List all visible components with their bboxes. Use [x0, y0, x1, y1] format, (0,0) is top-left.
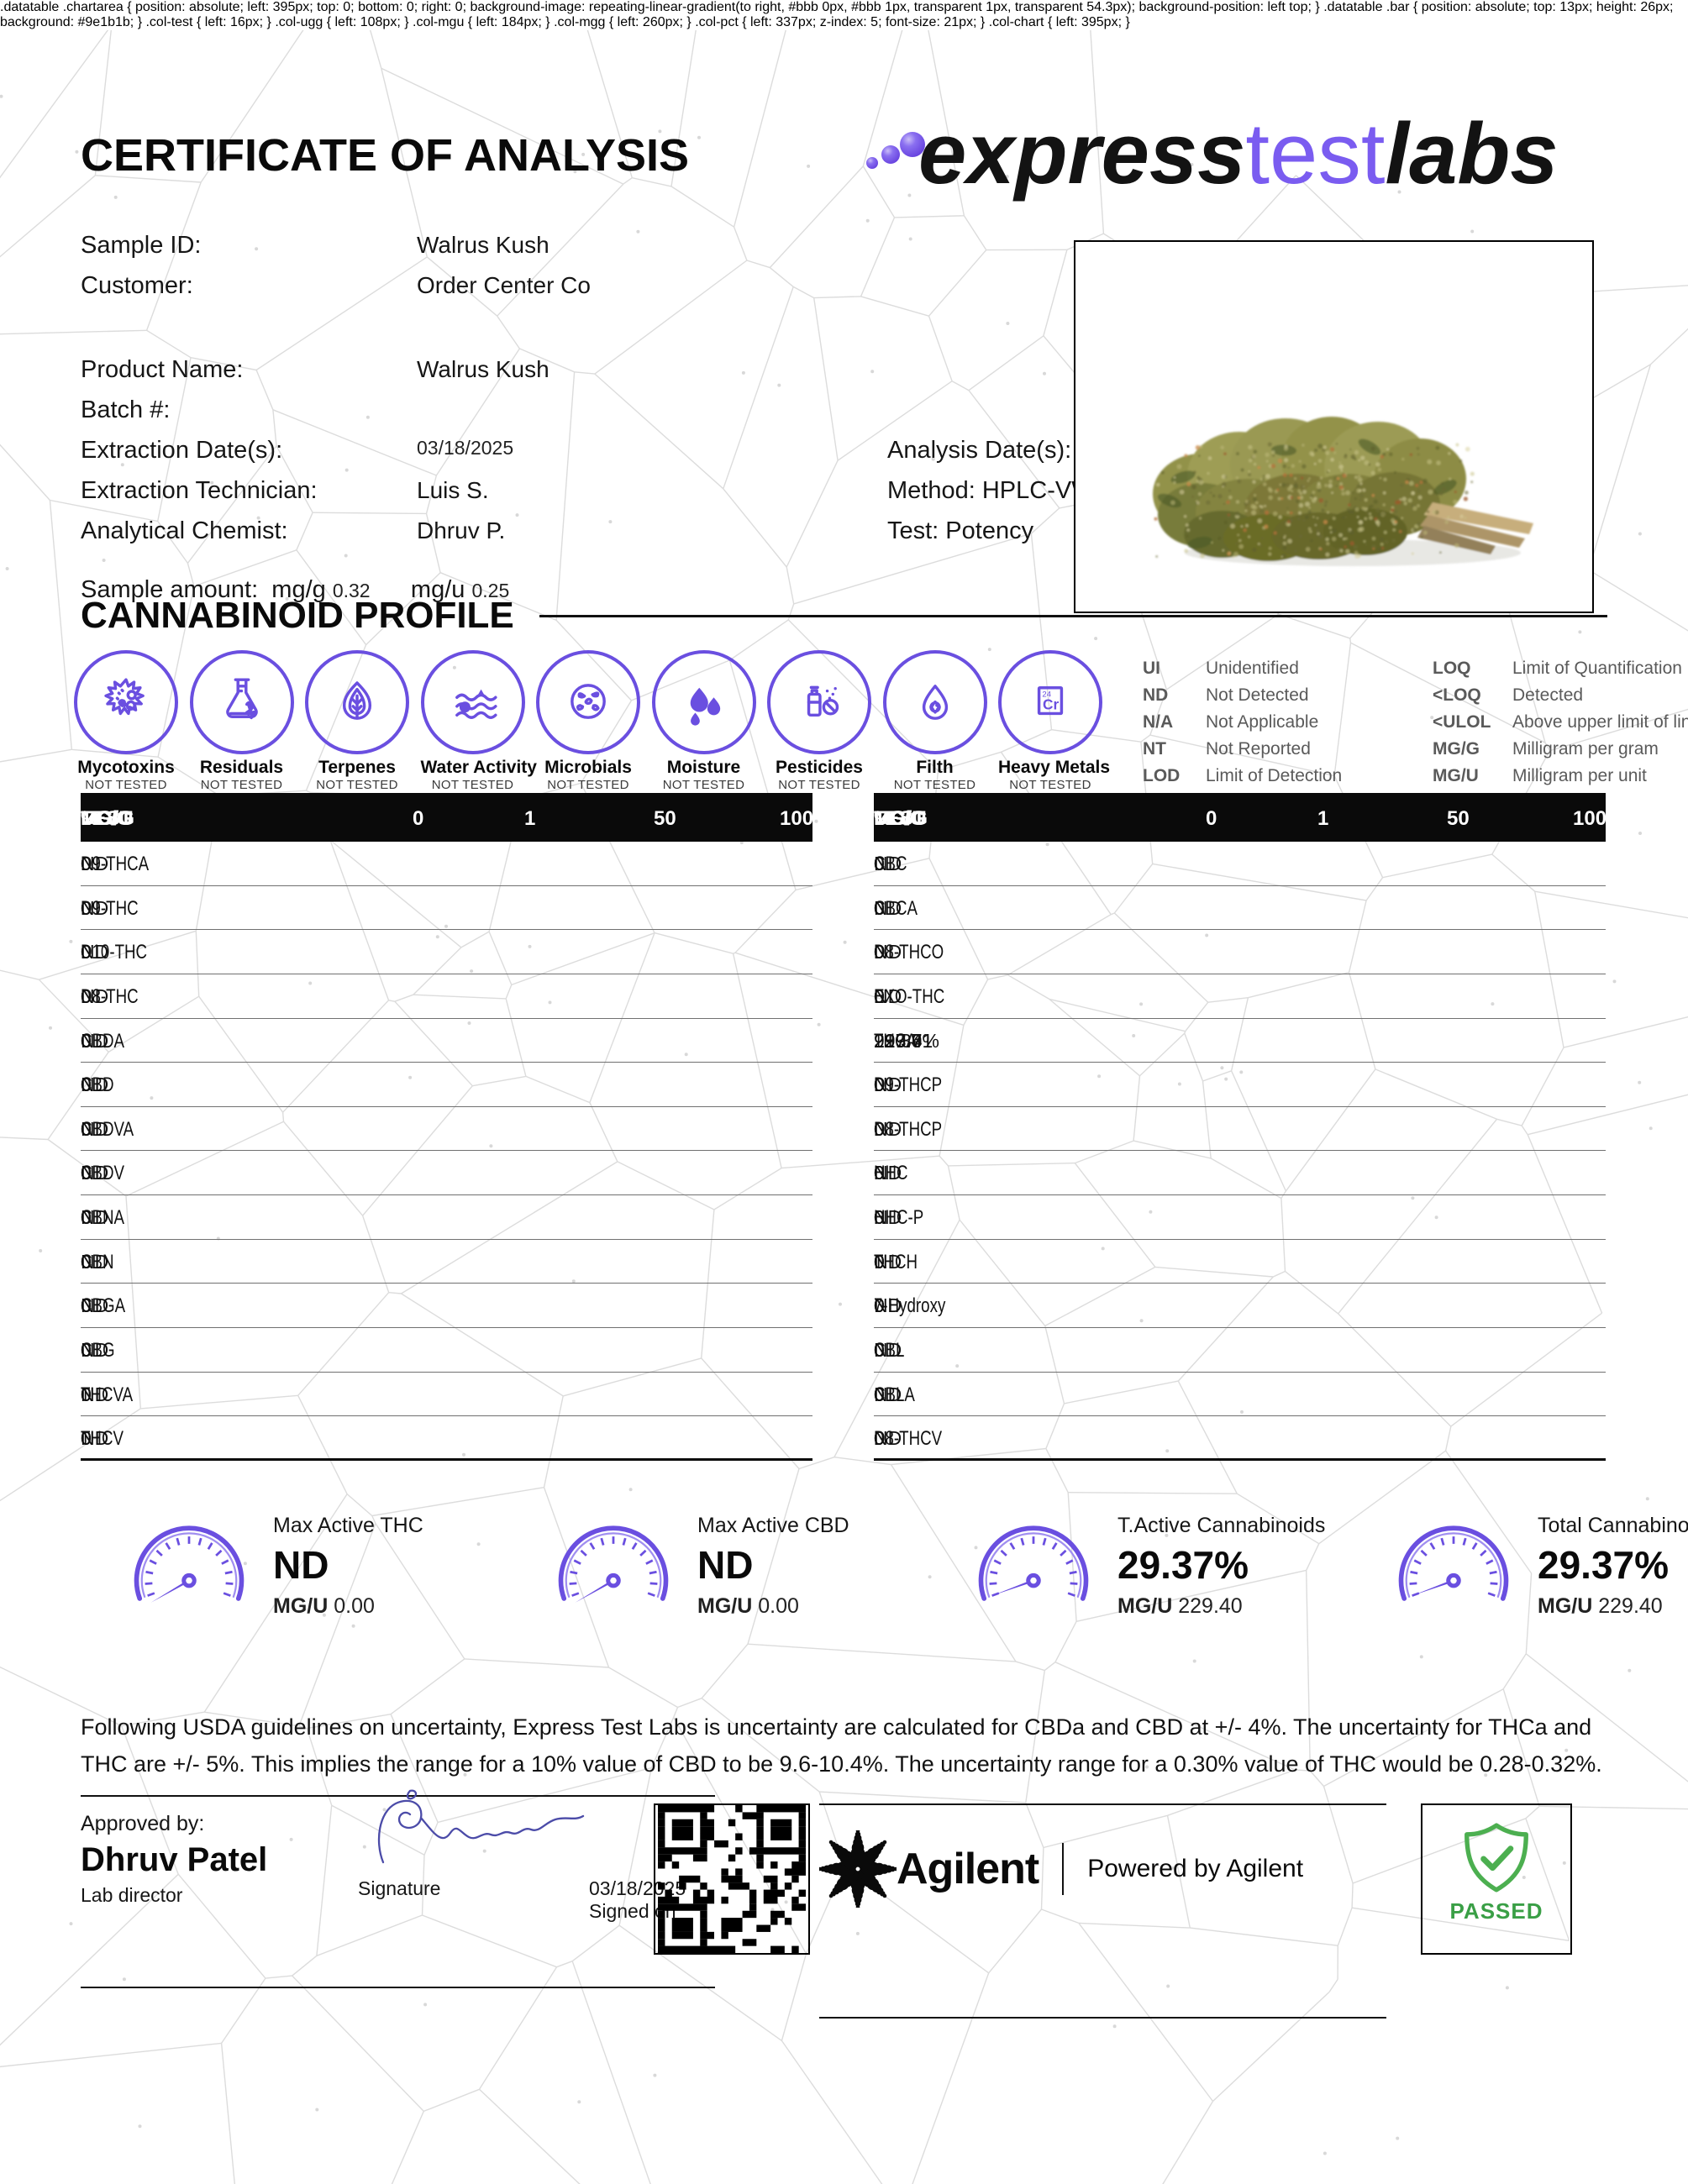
svg-text:Cr: Cr [1043, 696, 1059, 713]
